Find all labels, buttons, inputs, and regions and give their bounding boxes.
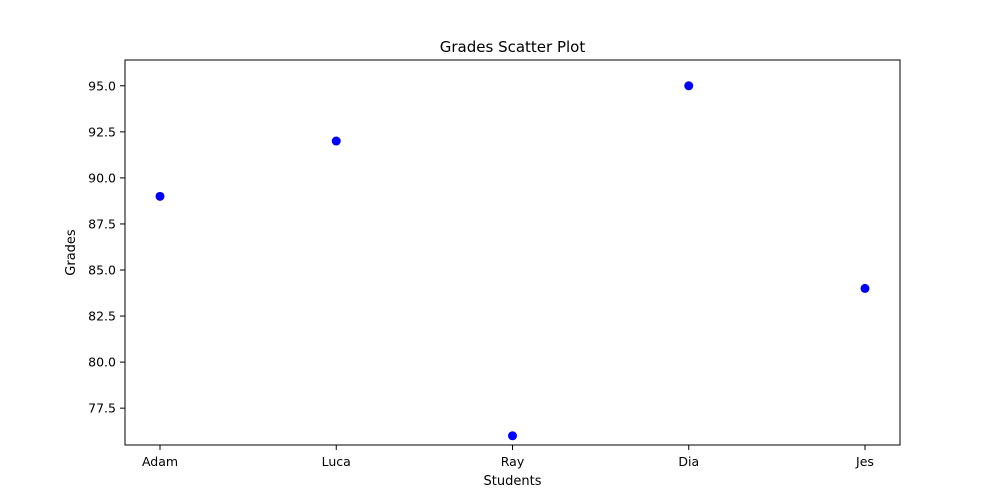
chart-title: Grades Scatter Plot [440,38,586,56]
y-tick-label: 90.0 [88,170,116,185]
y-axis-label: Grades [64,229,79,276]
x-tick-label: Ray [501,454,525,469]
x-axis-label: Students [484,474,542,489]
x-tick-label: Dia [678,454,699,469]
y-tick-label: 85.0 [88,263,116,278]
y-tick-label: 87.5 [88,216,116,231]
y-tick-label: 92.5 [88,124,116,139]
y-tick-label: 95.0 [88,78,116,93]
x-tick-label: Adam [142,454,178,469]
ticks: Adam Luca Ray Dia Jes 77.5 80.0 82.5 85.0 87.5 90.… [88,78,874,469]
scatter-point [860,283,870,293]
x-tick-label: Jes [855,454,874,469]
scatter-point [155,191,165,201]
x-tick-label: Luca [322,454,351,469]
scatter-point [508,431,517,441]
y-tick-label: 77.5 [88,401,116,416]
data-points [155,81,870,441]
scatter-point [684,81,694,91]
y-tick-label: 82.5 [88,309,116,324]
y-tick-label: 80.0 [88,355,116,370]
scatter-point [331,136,341,146]
